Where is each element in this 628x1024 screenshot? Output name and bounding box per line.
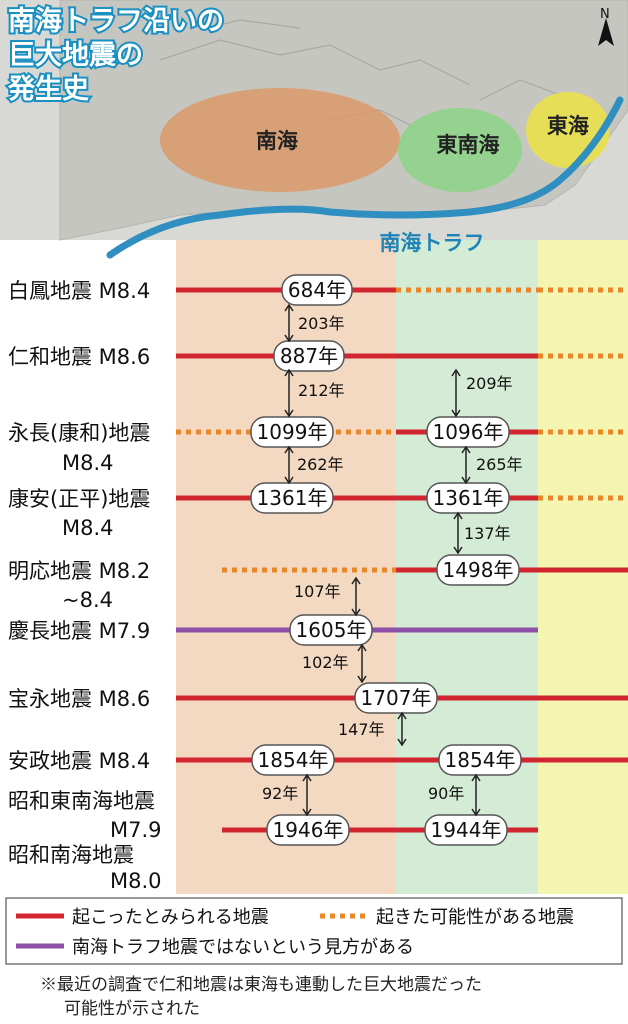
interval-tonankai: 90年: [428, 784, 464, 803]
year-nankai: 1854年: [258, 748, 329, 772]
year-nankai: 1707年: [361, 686, 432, 710]
earthquake-label: M8.0: [110, 869, 162, 893]
year-nankai-badge: [250, 482, 334, 514]
year-tonankai: 1854年: [445, 748, 516, 772]
land-texture: [159, 19, 561, 136]
title-line-2: 巨大地震の: [8, 40, 143, 71]
interval-nankai-heads: [284, 445, 294, 485]
interval-arrows: 203年 212年 262年 107年 102年 147年 92年 209年 265年 137年 9…: [262, 303, 523, 817]
earthquake-label: M8.4: [62, 451, 114, 475]
earthquake-label: 永長(康和)地震: [8, 421, 150, 445]
year-tonankai: 1498年: [443, 558, 514, 582]
year-nankai: 1099年: [257, 420, 328, 444]
year-nankai-badge: [354, 682, 438, 714]
earthquake-label: ~8.4: [62, 588, 113, 612]
year-nankai: 684年: [288, 278, 346, 302]
year-nankai-badge: [266, 814, 350, 846]
year-tonankai: 1944年: [431, 818, 502, 842]
legend-box: [5, 897, 623, 965]
interval-tonankai-heads: [471, 773, 481, 817]
earthquake-label: M8.4: [62, 516, 114, 540]
earthquake-label: 昭和東南海地震: [8, 789, 155, 813]
interval-nankai: 262年: [297, 455, 344, 474]
interval-nankai-heads: [357, 643, 367, 684]
earthquake-label: 明応地震 M8.2: [8, 559, 150, 583]
interval-nankai-heads: [284, 303, 294, 343]
interval-tonankai-heads: [451, 368, 461, 418]
year-nankai-badge: [289, 614, 373, 646]
year-nankai-badge: [250, 416, 334, 448]
trough-line: [106, 96, 624, 259]
year-nankai: 1361年: [257, 486, 328, 510]
interval-nankai-heads: [397, 711, 407, 747]
region-label-tonankai: 東南海: [437, 133, 500, 157]
legend-occurred-label: 起こったとみられる地震: [72, 907, 269, 928]
trough-label: 南海トラフ: [380, 231, 485, 255]
svg-text:N: N: [600, 7, 610, 22]
year-tonankai-badge: [424, 814, 508, 846]
interval-tonankai: 137年: [464, 524, 511, 543]
interval-nankai: 212年: [298, 381, 345, 400]
year-tonankai-badge: [426, 416, 510, 448]
earthquake-label: 白鳳地震 M8.4: [8, 279, 150, 303]
year-nankai: 1946年: [273, 818, 344, 842]
interval-nankai-heads: [302, 773, 312, 817]
nankai-zone: [160, 88, 400, 192]
footnote-line-2: 可能性が示された: [64, 999, 200, 1019]
interval-nankai: 203年: [298, 314, 345, 333]
interval-nankai: 147年: [338, 720, 385, 739]
legend-possible-label: 起きた可能性がある地震: [376, 907, 574, 928]
earthquake-label: 昭和南海地震: [8, 843, 134, 867]
interval-tonankai-heads: [453, 511, 463, 555]
north-arrow-icon: N: [598, 7, 614, 46]
title-line-3: 発生史: [7, 74, 89, 105]
interval-tonankai: 209年: [466, 374, 513, 393]
earthquake-label: 宝永地震 M8.6: [8, 687, 150, 711]
region-label-tokai: 東海: [547, 114, 589, 138]
year-tonankai: 1096年: [433, 420, 504, 444]
region-label-nankai: 南海: [256, 129, 298, 153]
title-line-1: 南海トラフ沿いの: [8, 6, 224, 37]
earthquake-label: 安政地震 M8.4: [8, 749, 150, 773]
earthquake-label: 慶長地震 M7.9: [8, 619, 150, 643]
year-nankai-badge: [251, 744, 335, 776]
year-nankai: 887年: [280, 344, 338, 368]
year-tonankai-badge: [436, 554, 520, 586]
interval-tonankai: 265年: [476, 455, 523, 474]
interval-nankai: 92年: [262, 784, 298, 803]
earthquake-label: 康安(正平)地震: [8, 487, 150, 511]
legend: 起こったとみられる地震 起きた可能性がある地震 南海トラフ地震ではないという見方…: [5, 897, 623, 965]
interval-nankai: 102年: [302, 653, 349, 672]
map: N: [0, 0, 628, 259]
year-nankai-badge: [273, 340, 345, 372]
footnote-line-1: ※最近の調査で仁和地震は東海も連動した巨大地震だった: [40, 975, 482, 995]
interval-nankai-heads: [284, 368, 294, 418]
year-tonankai-badge: [426, 482, 510, 514]
legend-not-trough-label: 南海トラフ地震ではないという見方がある: [72, 937, 414, 958]
earthquake-label: 仁和地震 M8.6: [8, 345, 150, 369]
interval-nankai-heads: [351, 576, 361, 617]
year-tonankai: 1361年: [433, 486, 504, 510]
year-nankai-badge: [281, 274, 353, 306]
tonankai-zone: [398, 108, 522, 192]
year-tonankai-badge: [438, 744, 522, 776]
earthquake-label: M7.9: [110, 818, 162, 842]
year-nankai: 1605年: [296, 618, 367, 642]
interval-tonankai-heads: [461, 445, 471, 485]
interval-nankai: 107年: [294, 582, 341, 601]
